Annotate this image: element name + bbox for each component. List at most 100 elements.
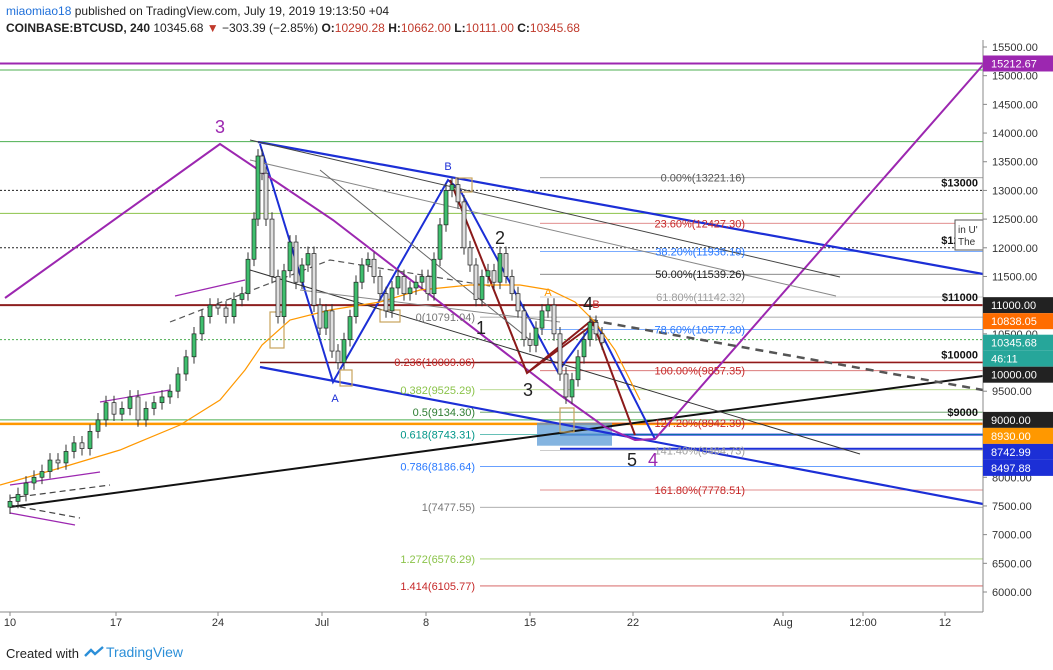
low-value: 10111.00 (465, 21, 514, 35)
price-tag-label: 10345.68 (991, 338, 1037, 350)
candle-body (365, 258, 371, 266)
candle-body (63, 451, 69, 464)
level-label: $11000 (942, 292, 978, 304)
price-tag (983, 443, 1053, 460)
price-tick-label: 12000.00 (992, 243, 1038, 255)
chart-header: miaomiao18 published on TradingView.com,… (0, 0, 1053, 40)
dashed-line (9, 504, 81, 519)
level-label: $9000 (947, 407, 978, 419)
wave-label: B (592, 299, 599, 311)
range-box (559, 407, 575, 433)
fib-retracement-label: 161.80%(7778.51) (654, 485, 745, 497)
price-tag (983, 459, 1053, 476)
candle-body (569, 379, 575, 398)
candle-body (159, 396, 165, 404)
published-text: published on TradingView.com, July 19, 2… (74, 4, 390, 18)
purple-mini-channel (174, 279, 246, 297)
candle-body (563, 373, 569, 398)
candle-body (55, 459, 61, 464)
price-tick-label: 6000.00 (992, 587, 1032, 599)
candle-body (347, 316, 353, 340)
candle-body (545, 304, 551, 312)
candle-body (191, 333, 197, 358)
candle-body (175, 373, 181, 392)
candle-body (461, 201, 467, 249)
price-tick-label: 13500.00 (992, 157, 1038, 169)
candle-body (377, 276, 383, 295)
fib-extension-label: 1.272(6576.29) (400, 554, 475, 566)
candle-body (413, 281, 419, 289)
price-tag (983, 334, 1053, 351)
candle-body (255, 155, 261, 220)
candle-body (359, 264, 365, 283)
candle-body (575, 356, 581, 381)
price-tick-label: 14500.00 (992, 99, 1038, 111)
open-label: O: (321, 21, 335, 35)
price-chart[interactable]: $13000$12000$11000$10000$90000.00%(13221… (0, 40, 1053, 640)
wave-label: 5 (627, 450, 637, 470)
candle-body (371, 258, 377, 277)
symbol-line: COINBASE:BTCUSD, 240 10345.68 ▼ −303.39 … (6, 21, 580, 35)
gray-trendline (249, 269, 861, 455)
candle-body (111, 402, 117, 415)
price-tick-label: 9500.00 (992, 386, 1032, 398)
fib-retracement-label: 38.20%(11936.19) (655, 246, 745, 258)
high-label: H: (388, 21, 401, 35)
fib-retracement-label: 100.00%(9857.35) (654, 366, 745, 378)
fib-retracement-label: 78.60%(10577.20) (654, 324, 745, 336)
price-axis[interactable]: 15500.00 15000.00 14500.00 14000.00 13500.00… (982, 40, 1053, 640)
open-value: 10290.28 (334, 21, 385, 35)
candle-body (599, 333, 605, 344)
purple-wave-line (4, 64, 984, 442)
candle-body (323, 310, 329, 329)
time-tick-label: Jul (315, 617, 329, 629)
candle-body (497, 253, 503, 283)
candle-body (353, 281, 359, 317)
candle-body (103, 402, 109, 421)
candle-body (39, 471, 45, 478)
down-arrow-icon: ▼ (206, 21, 219, 35)
candle-body (269, 218, 275, 277)
candle-body (533, 327, 539, 346)
price-tick-label: 7500.00 (992, 501, 1032, 513)
blue-channel-lower (259, 365, 984, 506)
candle-body (509, 276, 515, 295)
purple-mini-channel (99, 389, 171, 403)
candle-body (527, 339, 533, 346)
candle-body (7, 501, 13, 508)
gray-trendline (319, 169, 531, 341)
candle-body (395, 276, 401, 289)
tradingview-brand: TradingView (106, 644, 184, 660)
price-tick-label: 15500.00 (992, 42, 1038, 54)
candle-body (199, 316, 205, 335)
tradingview-logo[interactable]: TradingView (84, 644, 183, 660)
range-box (339, 369, 353, 387)
candle-body (259, 155, 265, 174)
price-tag (983, 313, 1053, 330)
wave-label: 4 (648, 450, 658, 470)
candle-body (183, 356, 189, 375)
gray-trendline (249, 139, 841, 278)
candle-body (305, 253, 311, 266)
price-tag (983, 411, 1053, 428)
time-tick-label: Aug (773, 617, 793, 629)
candle-body (127, 396, 133, 409)
gray-trendline (299, 289, 561, 323)
candle-body (47, 459, 53, 472)
candle-body (419, 276, 425, 283)
candle-body (287, 241, 293, 272)
candle-body (401, 276, 407, 295)
author-link[interactable]: miaomiao18 (6, 4, 72, 18)
candle-body (293, 241, 299, 283)
fib-retracement-label: 61.80%(11142.32) (656, 292, 745, 304)
candle-body (557, 333, 563, 375)
range-box (269, 311, 285, 349)
wave-label: 1 (476, 318, 486, 338)
time-tick-label: 12 (939, 617, 951, 629)
price-tag (983, 427, 1053, 444)
time-axis[interactable]: 10 17 24 Jul 8 15 22 Aug 12:00 12 (0, 611, 983, 629)
symbol-name[interactable]: COINBASE:BTCUSD, 240 (6, 21, 151, 35)
fib-retracement-label: 141.40%(8464.73) (654, 446, 745, 458)
wave-label: A (331, 393, 339, 405)
wave-label: 3 (215, 117, 225, 137)
